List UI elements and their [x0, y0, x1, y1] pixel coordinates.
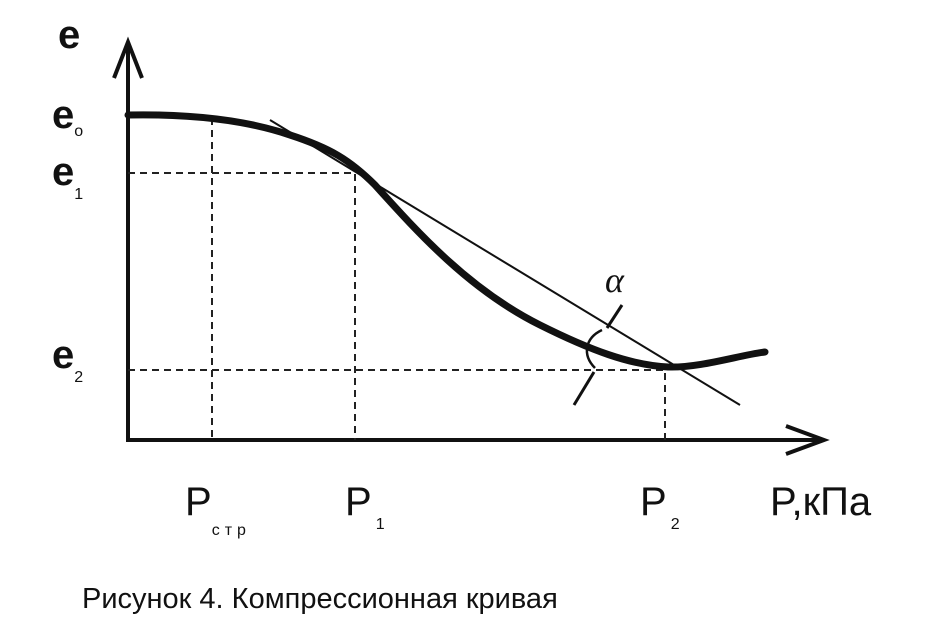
y-mark-main: e [52, 333, 74, 377]
angle-pointer [572, 371, 596, 406]
angle-arc [585, 328, 603, 369]
y-mark: eo [52, 93, 83, 140]
y-mark-sub: 1 [74, 186, 83, 203]
y-mark-sub: 2 [74, 369, 83, 386]
x-mark-main: P [345, 480, 372, 524]
angle-label: α [605, 260, 625, 300]
guide-p2 [128, 369, 666, 440]
x-mark-sub: 1 [376, 516, 385, 533]
secant-line [269, 119, 741, 406]
x-mark-sub: 2 [671, 516, 680, 533]
x-mark-sub: стр [212, 522, 251, 539]
x-mark-main: P [640, 480, 667, 524]
y-arrow [112, 36, 144, 79]
y-mark-main: e [52, 150, 74, 194]
x-axis-label: P,кПа [770, 480, 872, 524]
y-mark: e1 [52, 150, 83, 203]
x-arrow [785, 424, 830, 456]
x-mark-main: P [185, 480, 212, 524]
y-mark: e2 [52, 333, 83, 386]
compression-curve [124, 111, 769, 371]
angle-pointer [605, 304, 624, 329]
x-mark: P1 [345, 480, 385, 533]
x-mark: P2 [640, 480, 680, 533]
y-mark-sub: o [74, 123, 83, 140]
guide-p1 [128, 172, 356, 440]
y-axis-label: e [58, 13, 80, 57]
y-mark-main: e [52, 93, 74, 137]
x-mark: Pстр [185, 480, 251, 539]
caption: Рисунок 4. Компрессионная кривая [82, 583, 558, 615]
